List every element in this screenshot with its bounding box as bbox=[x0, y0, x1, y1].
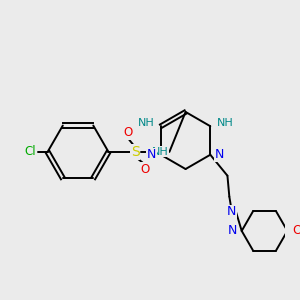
Text: NH: NH bbox=[137, 118, 154, 128]
Text: O: O bbox=[140, 163, 149, 176]
Text: S: S bbox=[131, 145, 140, 159]
Text: N: N bbox=[215, 148, 224, 161]
Text: NH: NH bbox=[217, 118, 234, 128]
Text: Cl: Cl bbox=[25, 146, 36, 158]
Text: N: N bbox=[147, 148, 156, 161]
Text: N: N bbox=[228, 224, 237, 237]
Text: N: N bbox=[226, 206, 236, 218]
Text: O: O bbox=[292, 224, 300, 237]
Text: NH: NH bbox=[152, 147, 168, 157]
Text: O: O bbox=[123, 126, 132, 140]
